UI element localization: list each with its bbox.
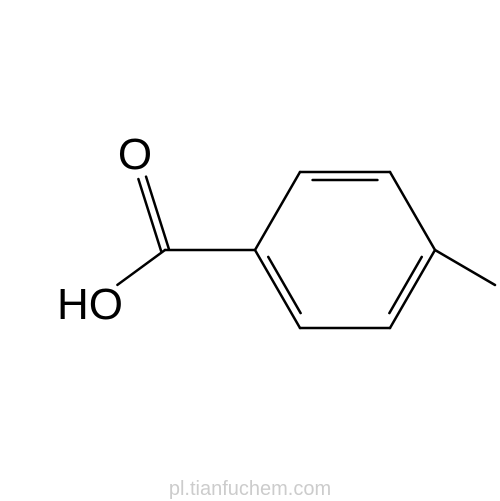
atom-label-O_top: O: [118, 133, 152, 177]
molecule-diagram: O HO pl.tianfuchem.com: [0, 0, 500, 500]
atom-label-OH_bottom: HO: [57, 283, 123, 327]
bond-svg: [0, 0, 500, 500]
watermark-text: pl.tianfuchem.com: [169, 478, 331, 501]
